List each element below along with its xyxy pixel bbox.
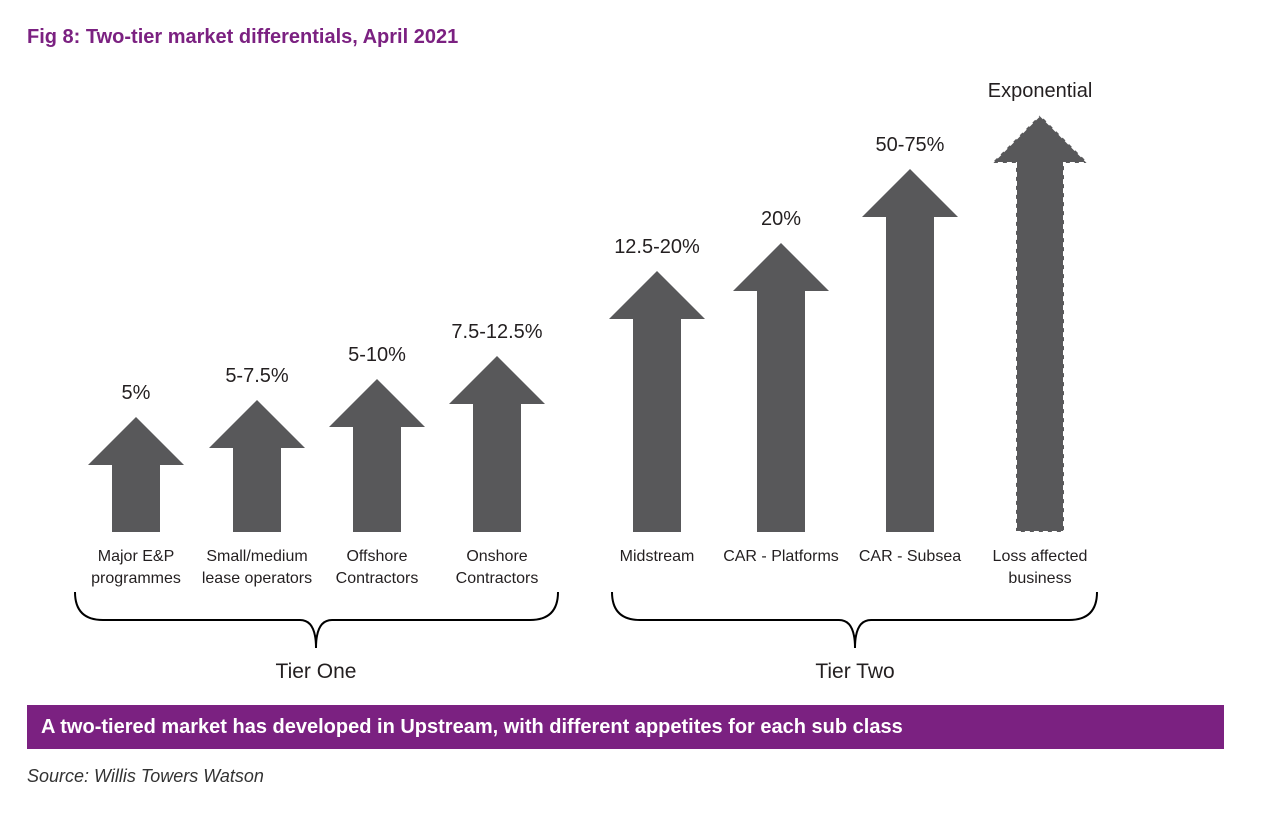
arrow-offshore-contractors [329,379,425,532]
category-label-car-platforms: CAR - Platforms [723,548,839,565]
source-note: Source: Willis Towers Watson [27,766,264,786]
category-label-small-medium-lease-operators: lease operators [202,570,312,587]
category-label-car-subsea: CAR - Subsea [859,548,961,565]
summary-banner: A two-tiered market has developed in Ups… [27,705,1224,749]
category-label-offshore-contractors: Offshore [346,548,407,565]
arrow-car-subsea [862,169,958,532]
tier-label-tier-one: Tier One [276,660,357,683]
arrow-car-platforms [733,243,829,532]
brace-tier-two [611,591,1098,649]
arrow-small-medium-lease-operators [209,400,305,532]
value-label-onshore-contractors: 7.5-12.5% [451,321,542,343]
arrow-diagram: 5% Major E&P programmes 5-7.5% Small/medium l… [74,80,1098,683]
arrow-loss-affected-business [989,113,1091,533]
category-label-small-medium-lease-operators: Small/medium [206,548,307,565]
brace-tier-one [74,591,559,649]
tier-label-tier-two: Tier Two [815,660,894,683]
value-label-offshore-contractors: 5-10% [348,344,406,366]
category-label-major-e-p-programmes: Major E&P [98,548,174,565]
value-label-car-subsea: 50-75% [876,134,945,156]
arrow-major-e-p-programmes [88,417,184,532]
value-label-small-medium-lease-operators: 5-7.5% [225,365,289,387]
category-label-offshore-contractors: Contractors [336,570,419,587]
category-label-loss-affected-business: Loss affected [993,548,1088,565]
value-label-loss-affected-business: Exponential [988,80,1093,102]
arrow-onshore-contractors [449,356,545,532]
category-label-major-e-p-programmes: programmes [91,570,181,587]
value-label-major-e-p-programmes: 5% [122,382,151,404]
category-label-onshore-contractors: Contractors [456,570,539,587]
value-label-midstream: 12.5-20% [614,236,700,258]
category-label-onshore-contractors: Onshore [466,548,527,565]
arrow-midstream [609,271,705,532]
value-label-car-platforms: 20% [761,208,801,230]
banner-text: A two-tiered market has developed in Ups… [41,716,903,738]
category-label-midstream: Midstream [620,548,695,565]
figure-title: Fig 8: Two-tier market differentials, Ap… [27,26,459,48]
category-label-loss-affected-business: business [1008,570,1071,587]
